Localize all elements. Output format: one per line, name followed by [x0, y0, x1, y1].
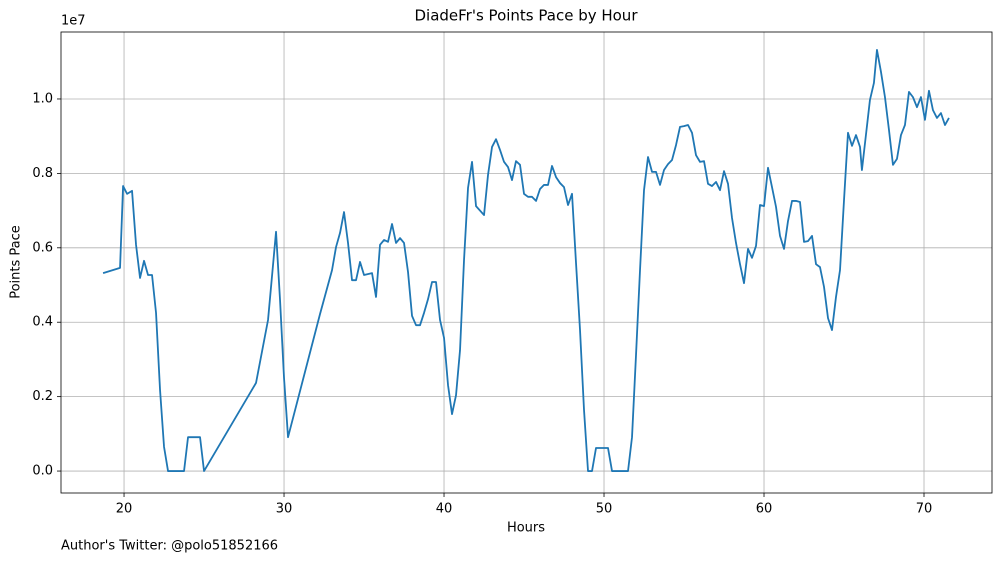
y-tick-label: 0.4: [32, 315, 53, 330]
y-tick-label: 0.8: [32, 166, 53, 181]
plot-frame: [60, 31, 993, 494]
x-tick-label: 70: [916, 502, 933, 517]
x-tick-label: 40: [436, 502, 453, 517]
y-axis-label: Points Pace: [9, 225, 24, 299]
y-tick-label: 0.0: [32, 464, 53, 479]
x-tick-label: 50: [596, 502, 613, 517]
y-tick-label: 0.6: [32, 240, 53, 255]
x-tick-label: 20: [116, 502, 133, 517]
data-line: [102, 48, 950, 472]
chart-title: DiadeFr's Points Pace by Hour: [414, 7, 638, 25]
footnote: Author's Twitter: @polo51852166: [61, 539, 278, 554]
x-tick-label: 30: [276, 502, 293, 517]
y-offset-label: 1e7: [61, 14, 86, 29]
x-axis-label: Hours: [507, 521, 545, 536]
y-tick-label: 0.2: [32, 389, 53, 404]
y-tick-label: 1.0: [32, 91, 53, 106]
x-tick-label: 60: [756, 502, 773, 517]
